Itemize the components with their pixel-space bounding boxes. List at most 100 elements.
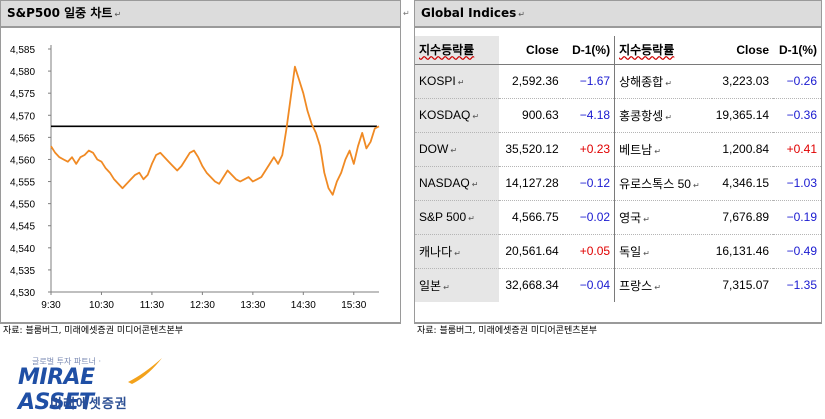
close-value: 19,365.14: [711, 97, 774, 132]
index-name: KOSDAQ ↵: [415, 97, 499, 132]
header-change-2: D-1(%): [773, 36, 821, 65]
paragraph-mark-icon: ↵: [665, 78, 672, 88]
index-name: 베트남 ↵: [614, 131, 712, 166]
y-tick-label: 4,550: [10, 200, 35, 211]
change-value: −1.35: [773, 267, 821, 302]
indices-frame: 지수등락률 Close D-1(%) 지수등락률 Close D-1(%) KO…: [414, 27, 822, 323]
table-row: 캐나다 ↵ 20,561.64 +0.05 독일 ↵ 16,131.46 −0.49: [415, 233, 821, 268]
close-value: 1,200.84: [711, 131, 774, 166]
index-name: KOSPI ↵: [415, 63, 499, 98]
chart-title-text: S&P500 일중 차트: [7, 6, 113, 20]
global-indices-table: 지수등락률 Close D-1(%) 지수등락률 Close D-1(%) KO…: [415, 36, 821, 302]
close-value: 35,520.12: [498, 131, 563, 166]
y-tick-label: 4,540: [10, 244, 35, 255]
close-value: 20,561.64: [498, 233, 563, 268]
chart-panel-title: S&P500 일중 차트 ↵: [0, 0, 401, 27]
change-value: −0.04: [562, 267, 616, 302]
close-value: 16,131.46: [711, 233, 774, 268]
paragraph-mark-icon: ↵: [643, 248, 650, 258]
paragraph-mark-icon: ↵: [643, 214, 650, 224]
index-name: 독일 ↵: [614, 233, 712, 268]
x-tick-label: 10:30: [89, 300, 114, 311]
close-value: 4,346.15: [711, 165, 774, 200]
paragraph-mark-icon: ↵: [471, 180, 479, 189]
y-tick-label: 4,580: [10, 67, 35, 78]
header-close-2: Close: [711, 36, 774, 65]
logo-brand-korean: 미래에셋증권: [50, 397, 128, 412]
table-row: 일본 ↵ 32,668.34 −0.04 프랑스 ↵ 7,315.07 −1.35: [415, 267, 821, 302]
table-header-row: 지수등락률 Close D-1(%) 지수등락률 Close D-1(%): [415, 36, 821, 65]
index-name: 유로스톡스 50 ↵: [614, 165, 712, 200]
paragraph-mark-icon: ↵: [403, 9, 410, 18]
change-value: −4.18: [562, 97, 616, 132]
header-index-2: 지수등락률: [614, 36, 712, 65]
close-value: 4,566.75: [498, 199, 563, 234]
index-name: 홍콩항셍 ↵: [614, 97, 712, 132]
change-value: +0.05: [562, 233, 616, 268]
chart-source-note: 자료: 블룸버그, 미래에셋증권 미디어콘텐츠본부: [0, 323, 401, 339]
sp500-intraday-chart: 4,530 4,535 4,540 4,545 4,550 4,555 4,560 4,565…: [10, 45, 380, 311]
index-name: 프랑스 ↵: [614, 267, 712, 302]
y-tick-label: 4,570: [10, 111, 35, 122]
change-value: −1.03: [773, 165, 821, 200]
x-tick-label: 14:30: [291, 300, 316, 311]
change-value: −1.67: [562, 63, 616, 98]
header-change-1: D-1(%): [562, 36, 616, 65]
y-tick-label: 4,585: [10, 45, 35, 56]
x-tick-label: 12:30: [190, 300, 215, 311]
indices-title-text: Global Indices: [421, 6, 517, 20]
x-tick-label: 11:30: [140, 300, 165, 311]
paragraph-mark-icon: ↵: [654, 282, 661, 292]
paragraph-mark-icon: ↵: [114, 10, 122, 19]
x-tick-label: 13:30: [240, 300, 265, 311]
y-tick-label: 4,575: [10, 89, 35, 100]
table-row: NASDAQ ↵ 14,127.28 −0.12 유로스톡스 50 ↵ 4,346.15 −1…: [415, 165, 821, 200]
paragraph-mark-icon: ↵: [443, 282, 450, 292]
header-index-1: 지수등락률: [415, 36, 499, 65]
index-name: NASDAQ ↵: [415, 165, 499, 200]
close-value: 32,668.34: [498, 267, 563, 302]
paragraph-mark-icon: ↵: [665, 112, 672, 122]
close-value: 7,315.07: [711, 267, 774, 302]
change-value: −0.49: [773, 233, 821, 268]
logo-brand: MIRAE ASSET: [18, 365, 95, 415]
indices-panel-title: Global Indices ↵: [414, 0, 822, 27]
change-value: −0.36: [773, 97, 821, 132]
change-value: +0.23: [562, 131, 616, 166]
y-tick-label: 4,530: [10, 288, 35, 299]
y-tick-label: 4,560: [10, 155, 35, 166]
table-row: S&P 500 ↵ 4,566.75 −0.02 영국 ↵ 7,676.89 −0.19: [415, 199, 821, 234]
y-tick-label: 4,555: [10, 178, 35, 189]
table-row: KOSDAQ ↵ 900.63 −4.18 홍콩항셍 ↵ 19,365.14 −0.36: [415, 97, 821, 132]
table-row: KOSPI ↵ 2,592.36 −1.67 상해종합 ↵ 3,223.03 −0.26: [415, 63, 821, 98]
change-value: +0.41: [773, 131, 821, 166]
paragraph-mark-icon: ↵: [654, 146, 661, 156]
paragraph-mark-icon: ↵: [457, 78, 465, 87]
close-value: 7,676.89: [711, 199, 774, 234]
paragraph-mark-icon: ↵: [450, 146, 458, 155]
close-value: 14,127.28: [498, 165, 563, 200]
change-value: −0.26: [773, 63, 821, 98]
header-close-1: Close: [498, 36, 563, 65]
paragraph-mark-icon: ↵: [454, 248, 461, 258]
paragraph-mark-icon: ↵: [692, 180, 700, 190]
x-tick-label: 15:30: [341, 300, 366, 311]
index-name: DOW ↵: [415, 131, 499, 166]
index-name: 캐나다 ↵: [415, 233, 499, 268]
index-name: 영국 ↵: [614, 199, 712, 234]
paragraph-mark-icon: ↵: [472, 112, 480, 121]
mirae-asset-logo: 글로벌 투자 파트너 · MIRAE ASSET 미래에셋증권: [18, 356, 168, 416]
x-tick-label: 9:30: [41, 300, 61, 311]
index-name: 상해종합 ↵: [614, 63, 712, 98]
index-name: 일본 ↵: [415, 267, 499, 302]
swoosh-icon: [128, 358, 162, 384]
change-value: −0.02: [562, 199, 616, 234]
index-name: S&P 500 ↵: [415, 199, 499, 234]
close-value: 2,592.36: [498, 63, 563, 98]
sp500-price-line: [50, 65, 380, 196]
logo-tagline: 글로벌 투자 파트너 ·: [32, 357, 102, 366]
y-tick-label: 4,565: [10, 133, 35, 144]
change-value: −0.12: [562, 165, 616, 200]
paragraph-mark-icon: ↵: [468, 214, 475, 223]
table-row: DOW ↵ 35,520.12 +0.23 베트남 ↵ 1,200.84 +0.41: [415, 131, 821, 166]
